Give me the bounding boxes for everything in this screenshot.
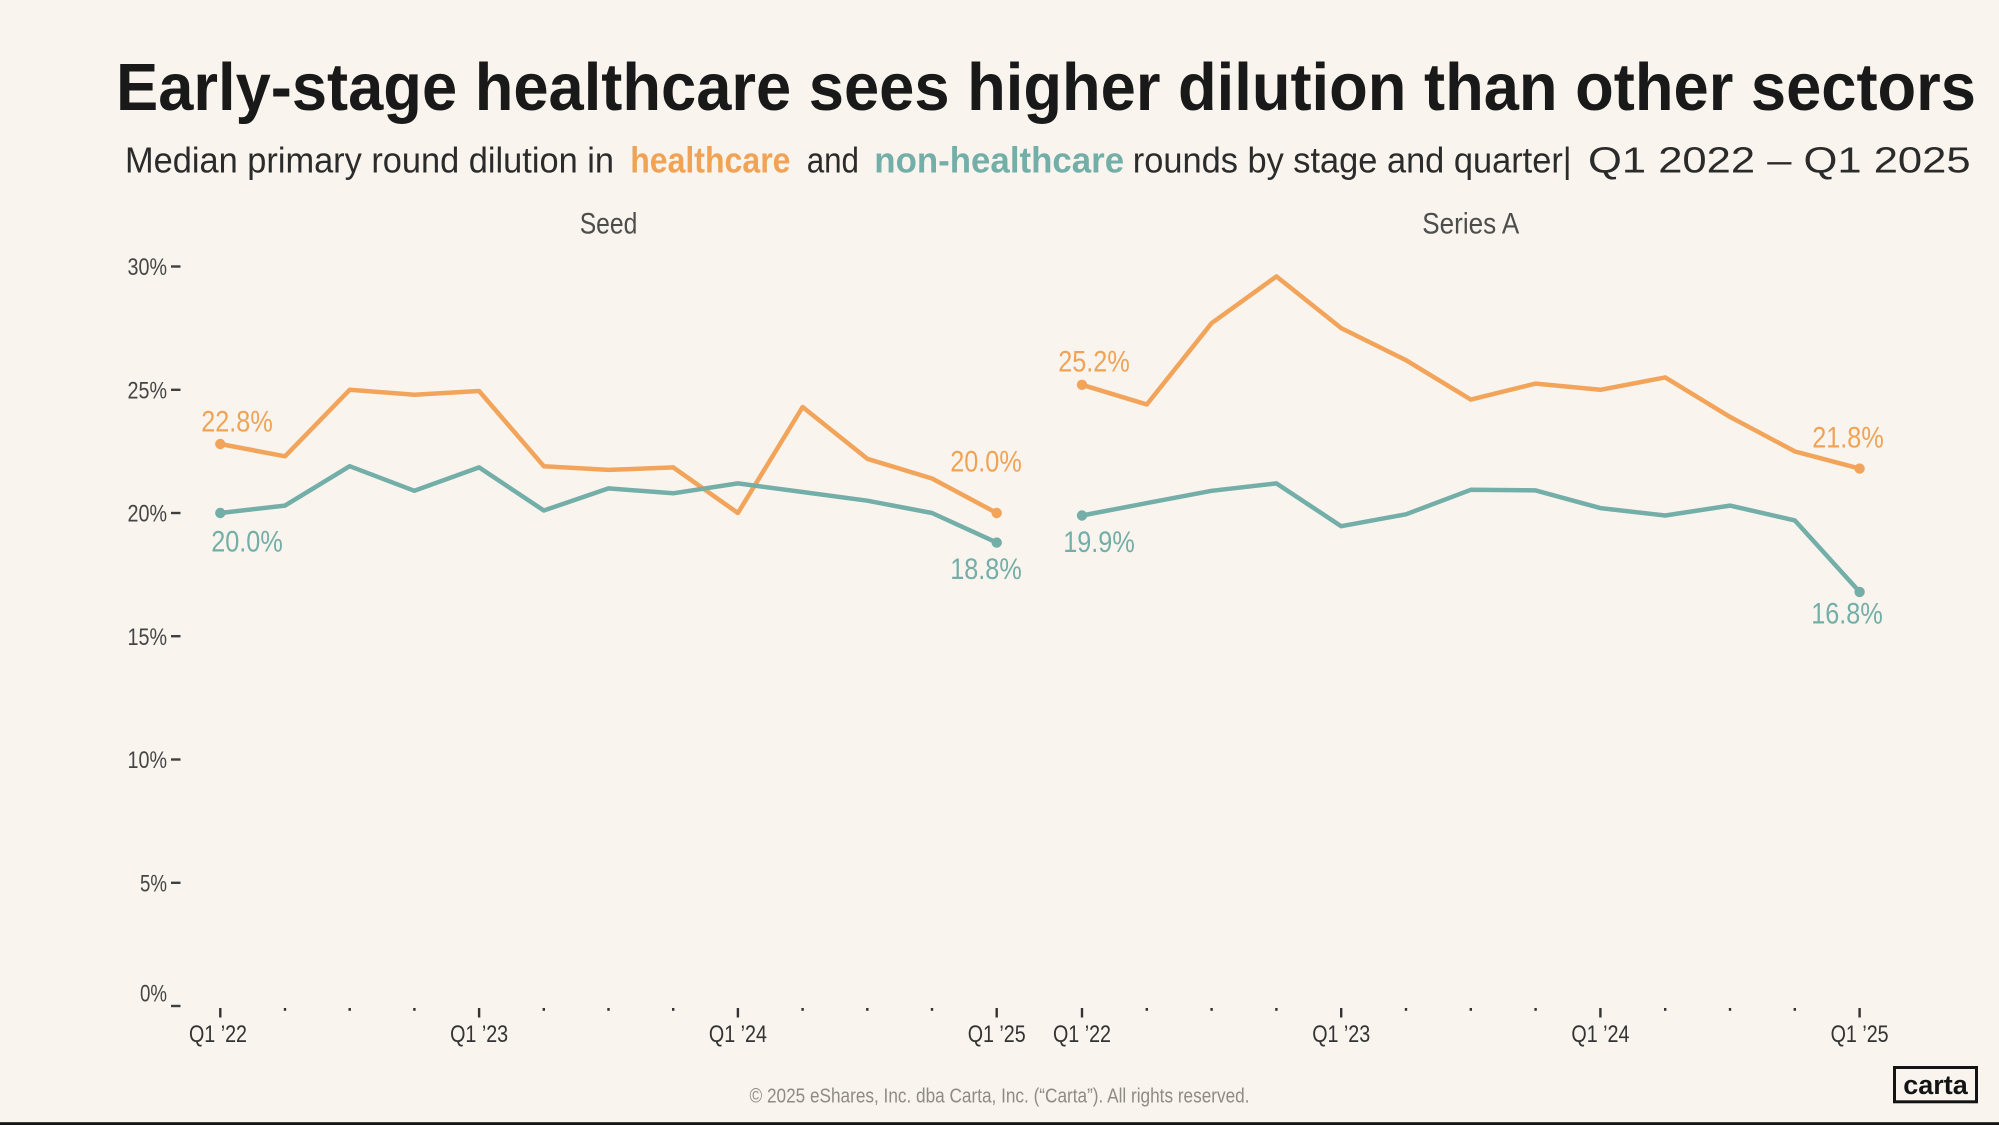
svg-text:Q1 ’25: Q1 ’25 [968, 1021, 1026, 1048]
svg-text:Q1 ’23: Q1 ’23 [450, 1021, 508, 1048]
svg-text:20%: 20% [128, 501, 168, 528]
svg-text:Q1 ’24: Q1 ’24 [709, 1021, 767, 1048]
svg-text:Q1 2022 – Q1 2025: Q1 2022 – Q1 2025 [1588, 140, 1971, 181]
svg-text:healthcare: healthcare [630, 140, 790, 181]
svg-text:non-healthcare: non-healthcare [874, 140, 1124, 181]
svg-text:Median primary round dilution: Median primary round dilution in [125, 140, 614, 181]
svg-text:Q1 ’22: Q1 ’22 [189, 1021, 247, 1048]
svg-text:25%: 25% [128, 378, 168, 405]
svg-text:Q1 ’24: Q1 ’24 [1571, 1021, 1629, 1048]
svg-text:carta: carta [1903, 1070, 1969, 1100]
svg-text:and: and [807, 140, 859, 181]
svg-text:20.0%: 20.0% [211, 526, 283, 559]
svg-text:© 2025 eShares, Inc. dba Carta: © 2025 eShares, Inc. dba Carta, Inc. (“C… [750, 1086, 1250, 1108]
svg-text:Q1 ’23: Q1 ’23 [1312, 1021, 1370, 1048]
svg-text:18.8%: 18.8% [950, 553, 1022, 586]
svg-text:Seed: Seed [580, 207, 638, 240]
svg-text:19.9%: 19.9% [1063, 526, 1135, 559]
svg-text:Q1 ’22: Q1 ’22 [1053, 1021, 1111, 1048]
svg-text:15%: 15% [128, 624, 168, 651]
svg-text:30%: 30% [128, 254, 168, 281]
svg-text:10%: 10% [128, 747, 168, 774]
svg-text:5%: 5% [140, 871, 167, 898]
svg-text:rounds by stage and quarter|: rounds by stage and quarter| [1133, 140, 1572, 181]
svg-text:Early-stage healthcare sees hi: Early-stage healthcare sees higher dilut… [116, 50, 1976, 125]
svg-text:Series A: Series A [1422, 207, 1519, 240]
svg-text:20.0%: 20.0% [950, 446, 1022, 479]
svg-text:21.8%: 21.8% [1812, 422, 1884, 455]
svg-text:25.2%: 25.2% [1058, 346, 1130, 379]
svg-text:22.8%: 22.8% [201, 406, 273, 439]
svg-text:0%: 0% [140, 981, 167, 1008]
svg-text:Q1 ’25: Q1 ’25 [1831, 1021, 1889, 1048]
svg-text:16.8%: 16.8% [1811, 597, 1883, 630]
